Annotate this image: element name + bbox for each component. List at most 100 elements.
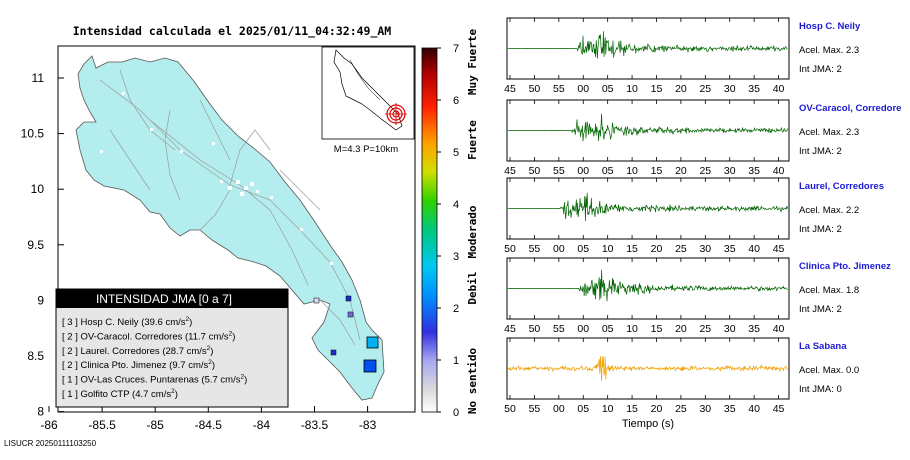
time-tick-label: 40 [748,243,760,255]
map-title: Intensidad calculada el 2025/01/11_04:32… [73,24,392,39]
lat-tick-label: 9 [37,293,44,307]
time-tick-label: 25 [675,403,687,415]
time-tick-label: 30 [699,403,711,415]
town-markers [100,92,333,265]
road-network [99,69,361,346]
colorbar-tick-label: 5 [453,147,459,159]
time-tick-label: 00 [553,403,565,415]
waveform-line [508,192,788,222]
time-tick-label: 55 [529,403,541,415]
time-tick-label: 55 [553,323,565,335]
station-name: Hosp C. Neily [799,21,861,32]
time-tick-label: 15 [651,323,663,335]
time-tick-label: 45 [504,83,516,95]
seismogram-trace: 50 55 00 05 10 15 20 25 30 35 40 45 La Sabana Acel. M… [504,337,859,415]
time-tick-label: 50 [529,165,541,177]
time-tick-label: 20 [651,403,663,415]
legend-entry: [ 1 ] Golfito CTP (4.7 cm/s2) [62,388,178,400]
intensity-legend: INTENSIDAD JMA [0 a 7] [ 3 ] Hosp C. Nei… [55,288,289,408]
legend-entry: [ 3 ] Hosp C. Neily (39.6 cm/s2) [62,316,192,328]
legend-entry: [ 1 ] OV-Las Cruces. Puntarenas (5.7 cm/… [62,374,247,386]
time-tick-label: 45 [773,403,785,415]
station-marker-golfito [347,311,354,318]
lat-tick-label: 10.5 [21,127,45,141]
time-tick-label: 05 [577,403,589,415]
station-marker-hosp-c-neily [366,336,379,349]
intensity-colorbar: 0 1 2 3 4 5 6 7 No sentido Debil Moderado Fuerte Mu… [421,29,479,419]
colorbar-tick-label: 4 [453,199,459,211]
time-tick-label: 50 [529,83,541,95]
int-jma-label: Int JMA: 2 [799,64,842,75]
acel-max-label: Acel. Max. 2.3 [799,45,859,56]
lat-tick-label: 9.5 [27,238,44,252]
time-tick-label: 45 [504,165,516,177]
legend-title: INTENSIDAD JMA [0 a 7] [96,292,232,306]
time-tick-label: 10 [626,165,638,177]
station-marker-ov-las-cruces [313,297,320,304]
legend-entry: [ 2 ] Clinica Pto. Jimenez (9.7 cm/s2) [62,359,215,371]
time-tick-label: 30 [724,165,736,177]
epicenter-icon [385,103,407,125]
time-tick-label: 00 [577,323,589,335]
time-tick-label: 10 [626,323,638,335]
inset-land [333,49,403,131]
station-marker-clinica-pto-jimenez [330,349,337,356]
station-marker-ov-caracol [363,359,377,373]
waveform-line [507,356,788,382]
acel-max-label: Acel. Max. 0.0 [799,365,859,376]
time-tick-label: 20 [675,165,687,177]
colorbar-category-label: Moderado [466,205,479,258]
lon-tick-label: -85 [147,418,165,432]
waveform-line [508,113,788,142]
lon-tick-label: -83.5 [301,418,329,432]
station-marker-laurel [345,295,352,302]
time-tick-label: 35 [748,323,760,335]
station-name: Clinica Pto. Jimenez [799,261,891,272]
time-tick-label: 10 [602,243,614,255]
time-tick-label: 25 [699,165,711,177]
time-tick-label: 35 [748,165,760,177]
time-tick-label: 40 [773,323,785,335]
time-tick-label: 25 [675,243,687,255]
legend-entry: [ 2 ] OV-Caracol. Corredores (11.7 cm/s2… [62,330,235,342]
time-tick-label: 45 [504,323,516,335]
colorbar-tick-label: 1 [453,355,459,367]
time-tick-label: 40 [773,165,785,177]
time-tick-label: 50 [504,403,516,415]
time-tick-label: 35 [724,243,736,255]
int-jma-label: Int JMA: 2 [799,146,842,157]
station-markers [313,295,379,373]
time-tick-label: 10 [626,83,638,95]
lat-tick-label: 10 [31,182,45,196]
station-name: La Sabana [799,341,847,352]
colorbar-tick-label: 2 [453,303,459,315]
costa-rica-landmass [75,55,385,401]
station-name: Laurel, Corredores [799,181,884,192]
colorbar-category-label: Fuerte [466,120,479,160]
int-jma-label: Int JMA: 0 [799,384,842,395]
time-tick-label: 05 [577,243,589,255]
waveform-line [507,269,788,302]
time-tick-label: 35 [748,83,760,95]
legend-title-bar [56,289,288,308]
time-tick-label: 30 [724,323,736,335]
seismogram-trace: 45 50 55 00 05 10 15 20 25 30 35 40 Clinica Pto. Jim… [504,257,891,335]
inset-magnitude-label: M=4.3 P=10km [334,144,399,155]
x-axis-label: Tiempo (s) [622,418,674,430]
time-tick-label: 15 [626,243,638,255]
footer-id: LISUCR 20250111103250 [4,439,97,448]
time-tick-label: 40 [748,403,760,415]
acel-max-label: Acel. Max. 2.3 [799,127,859,138]
seismogram-trace: 45 50 55 00 05 10 15 20 25 30 35 40 Hosp C. Neily Ace… [504,17,861,95]
acel-max-label: Acel. Max. 2.2 [799,205,859,216]
station-name: OV-Caracol, Corredore [799,103,901,114]
int-jma-label: Int JMA: 2 [799,304,842,315]
time-tick-label: 00 [553,243,565,255]
time-tick-label: 30 [724,83,736,95]
time-tick-label: 50 [529,323,541,335]
lat-tick-label: 11 [32,71,45,85]
legend-entry: [ 2 ] Laurel. Corredores (28.7 cm/s2) [62,345,213,357]
time-tick-label: 25 [699,323,711,335]
acel-max-label: Acel. Max. 1.8 [799,285,859,296]
